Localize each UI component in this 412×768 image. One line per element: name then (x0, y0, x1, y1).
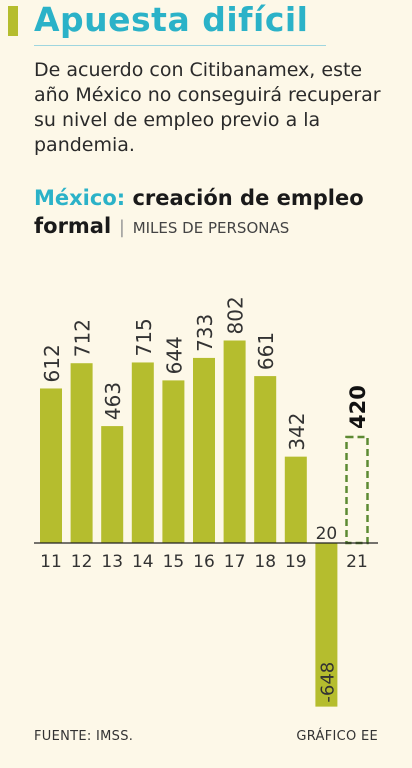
chart-heading-title: creación de empleo formal (34, 186, 364, 238)
data-label-20: -648 (317, 662, 338, 703)
chart-heading-units: MILES DE PERSONAS (132, 219, 290, 237)
x-tick-label-16: 16 (193, 552, 215, 572)
data-label-21: 420 (346, 385, 370, 429)
x-tick-label-18: 18 (254, 552, 276, 572)
data-label-13: 463 (101, 382, 125, 420)
bar-17 (223, 340, 246, 543)
page-subtitle: De acuerdo con Citibanamex, este año Méx… (34, 59, 381, 156)
bar-16 (193, 357, 215, 543)
source-note: FUENTE: IMSS. (34, 729, 134, 744)
bar-14 (131, 362, 154, 543)
x-tick-label-12: 12 (71, 552, 93, 572)
data-label-16: 733 (193, 314, 217, 352)
data-label-15: 644 (162, 336, 186, 374)
page-title: Apuesta difícil (34, 0, 309, 39)
data-label-19: 342 (285, 412, 309, 450)
header-accent-bar (8, 6, 18, 36)
data-label-11: 612 (40, 344, 64, 382)
x-tick-label-19: 19 (285, 552, 307, 572)
data-label-14: 715 (132, 318, 156, 356)
bar-12 (70, 363, 93, 543)
bar-15 (162, 380, 185, 543)
chart-heading: México: creación de empleo formal | MILE… (34, 184, 404, 242)
data-label-12: 712 (71, 319, 95, 357)
x-tick-label-13: 13 (101, 552, 123, 572)
bar-18 (254, 376, 277, 543)
bar-13 (101, 426, 124, 543)
data-label-17: 802 (224, 296, 248, 334)
data-label-18: 661 (254, 332, 278, 370)
title-divider (34, 45, 326, 46)
bar-20 (315, 543, 338, 707)
chart-heading-separator: | (113, 217, 131, 238)
x-tick-label-15: 15 (163, 552, 185, 572)
chart-heading-country: México: (34, 186, 126, 210)
graphic-credit: GRÁFICO EE (296, 729, 378, 744)
projected-bar-21 (345, 435, 369, 545)
x-tick-label-14: 14 (132, 552, 154, 572)
bar-11 (40, 388, 62, 543)
x-tick-label-20: 20 (316, 524, 338, 544)
x-tick-label-17: 17 (224, 552, 246, 572)
bar-19 (284, 456, 307, 543)
x-tick-label-11: 11 (40, 552, 62, 572)
x-tick-label-21: 21 (346, 552, 368, 572)
